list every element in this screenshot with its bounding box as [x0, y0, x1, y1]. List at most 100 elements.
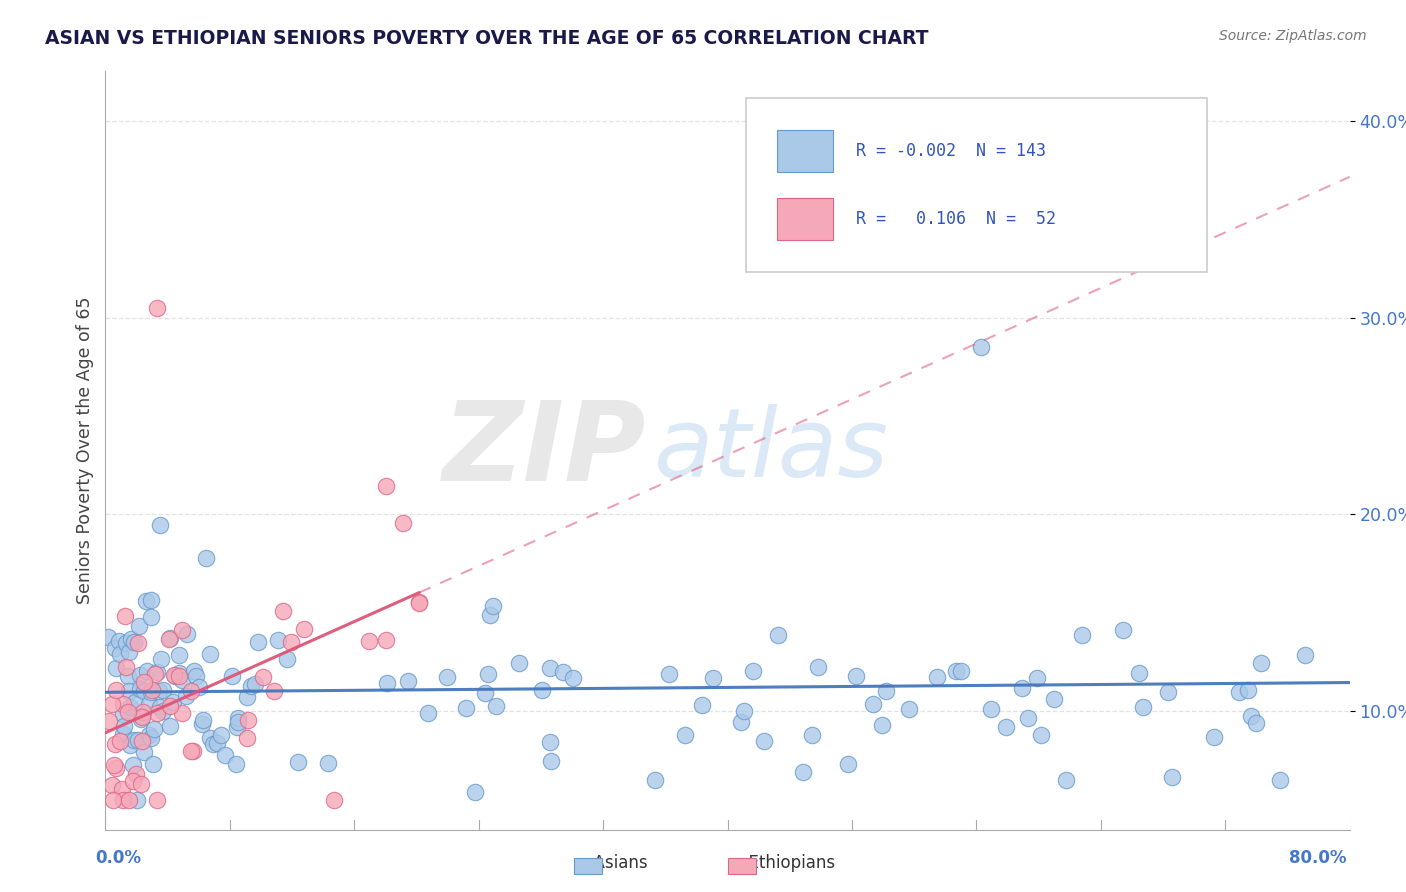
Point [150, 651, 173, 665]
Point [148, 684, 170, 698]
Point [117, 793, 139, 807]
Point [105, 682, 128, 697]
Point [897, 702, 920, 716]
Text: 0.0%: 0.0% [96, 849, 142, 867]
Point [167, 669, 190, 683]
Text: Asians: Asians [583, 855, 648, 872]
Point [221, 669, 243, 683]
Point [485, 699, 508, 714]
Point [111, 793, 134, 807]
Point [245, 677, 267, 691]
Point [128, 619, 150, 633]
Point [644, 772, 666, 787]
Point [110, 734, 132, 748]
Point [436, 670, 458, 684]
Point [100, 778, 122, 792]
Point [1239, 709, 1261, 723]
Point [132, 675, 155, 690]
Point [120, 632, 142, 646]
Point [159, 698, 181, 713]
Point [875, 684, 897, 698]
Point [114, 659, 136, 673]
Point [1202, 731, 1225, 745]
Point [131, 709, 153, 723]
Point [142, 722, 165, 736]
Point [112, 697, 135, 711]
Point [374, 632, 396, 647]
Point [141, 610, 163, 624]
Point [139, 685, 162, 699]
Point [141, 683, 163, 698]
Point [131, 777, 153, 791]
Point [807, 660, 830, 674]
Point [994, 720, 1017, 734]
Text: atlas: atlas [652, 404, 889, 497]
Point [190, 717, 212, 731]
Point [146, 665, 169, 679]
Point [980, 702, 1002, 716]
Point [125, 793, 148, 807]
Point [1237, 683, 1260, 698]
Point [1132, 700, 1154, 714]
Point [114, 635, 136, 649]
Point [690, 698, 713, 713]
FancyBboxPatch shape [778, 130, 834, 172]
Point [198, 731, 221, 745]
FancyBboxPatch shape [778, 198, 834, 240]
Point [925, 670, 948, 684]
Point [145, 793, 167, 807]
Point [239, 678, 262, 692]
Point [145, 706, 167, 720]
Point [675, 728, 697, 742]
Point [139, 592, 162, 607]
Point [1132, 222, 1154, 236]
Point [135, 594, 157, 608]
Point [124, 695, 146, 709]
Text: R =   0.106  N =  52: R = 0.106 N = 52 [856, 211, 1056, 228]
Point [122, 758, 145, 772]
Text: R = -0.002  N = 143: R = -0.002 N = 143 [856, 142, 1046, 160]
Point [375, 675, 398, 690]
Point [225, 720, 247, 734]
Text: Source: ZipAtlas.com: Source: ZipAtlas.com [1219, 29, 1367, 43]
Text: 80.0%: 80.0% [1289, 849, 1347, 867]
Point [477, 667, 499, 681]
Point [562, 671, 585, 685]
Point [702, 671, 724, 685]
Point [236, 731, 259, 745]
Point [287, 755, 309, 769]
Point [163, 669, 186, 683]
Point [170, 673, 193, 688]
Y-axis label: Seniors Poverty Over the Age of 65: Seniors Poverty Over the Age of 65 [76, 297, 94, 604]
Point [162, 695, 184, 709]
Point [530, 683, 553, 698]
Point [359, 633, 381, 648]
Point [149, 699, 172, 714]
Point [135, 664, 157, 678]
Point [226, 711, 249, 725]
Point [146, 301, 169, 315]
Point [225, 757, 247, 772]
Point [149, 518, 172, 533]
Point [131, 706, 153, 720]
Point [108, 634, 131, 648]
Point [1160, 770, 1182, 784]
Point [163, 668, 186, 682]
Point [152, 705, 174, 719]
Point [730, 714, 752, 729]
Point [266, 632, 288, 647]
Point [464, 785, 486, 799]
Point [198, 647, 221, 661]
Point [1250, 657, 1272, 671]
Point [129, 682, 152, 697]
Point [970, 340, 993, 354]
Point [271, 604, 294, 618]
Point [122, 774, 145, 789]
Point [142, 757, 165, 772]
Point [159, 631, 181, 645]
Point [176, 627, 198, 641]
Point [742, 664, 765, 678]
Point [375, 479, 398, 493]
Point [538, 661, 561, 675]
Point [845, 669, 868, 683]
